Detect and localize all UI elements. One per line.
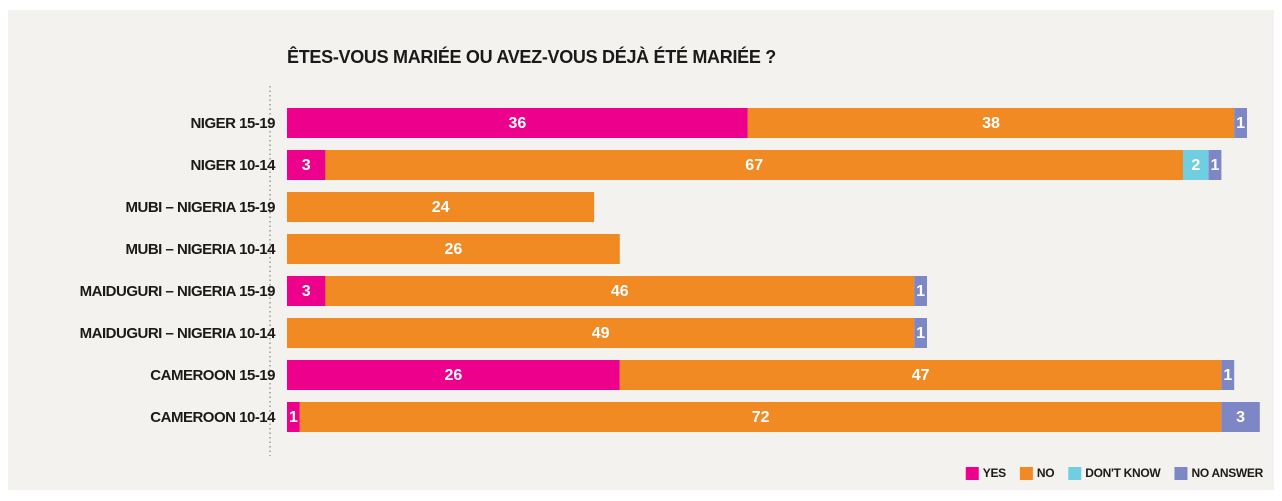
value-label: 1 [1223,367,1232,384]
value-label: 67 [745,157,763,174]
value-label: 1 [1236,115,1245,132]
value-label: 3 [302,157,311,174]
value-label: 38 [982,115,1000,132]
legend-swatch [1174,467,1188,480]
value-label: 46 [611,283,629,300]
value-label: 2 [1191,157,1200,174]
value-label: 24 [432,199,450,216]
category-label: MAIDUGURI – NIGERIA 10-14 [80,325,276,342]
value-label: 1 [916,283,925,300]
value-label: 1 [1211,157,1220,174]
value-label: 26 [445,367,463,384]
category-label: MUBI – NIGERIA 10-14 [126,241,277,258]
bar-segment [914,276,927,306]
bar-segment [1234,108,1247,138]
category-label: CAMEROON 10-14 [150,409,276,426]
bar-segment [287,108,748,138]
bar-segment [287,192,595,222]
chart-title: ÊTES-VOUS MARIÉE OU AVEZ-VOUS DÉJÀ ÉTÉ M… [287,46,776,67]
legend-swatch [965,467,979,480]
legend-swatch [1068,467,1082,480]
bar-segment [325,276,915,306]
value-label: 36 [509,115,527,132]
bar-segment [1221,360,1235,390]
legend-label: NO ANSWER [1191,466,1263,480]
category-label: MUBI – NIGERIA 15-19 [126,199,276,216]
bar-segment [325,150,1183,180]
value-label: 26 [445,241,463,258]
bar-segment [299,402,1222,432]
bar-segment [747,108,1235,138]
bar-segment [1183,150,1209,180]
bar-segment [287,150,326,180]
bar-segment [287,360,620,390]
bar-segment [287,276,326,306]
value-label: 3 [302,283,311,300]
category-label: NIGER 10-14 [190,157,276,174]
category-label: CAMEROON 15-19 [150,367,275,384]
bar-segment [1221,402,1260,432]
value-label: 47 [912,367,930,384]
category-label: MAIDUGURI – NIGERIA 15-19 [80,283,275,300]
bar-segment [1208,150,1222,180]
bar-segment [914,318,927,348]
bar-segment [619,360,1222,390]
bar-segment [287,318,915,348]
bar-segment [287,234,620,264]
value-label: 72 [752,409,770,426]
value-label: 49 [592,325,610,342]
legend-swatch [1019,467,1033,480]
category-label: NIGER 15-19 [190,115,275,132]
legend-label: DON'T KNOW [1085,466,1161,480]
value-label: 3 [1236,409,1245,426]
bar-segment [287,402,300,432]
legend-label: NO [1037,466,1054,480]
value-label: 1 [289,409,298,426]
legend-label: YES [983,466,1006,480]
value-label: 1 [916,325,925,342]
